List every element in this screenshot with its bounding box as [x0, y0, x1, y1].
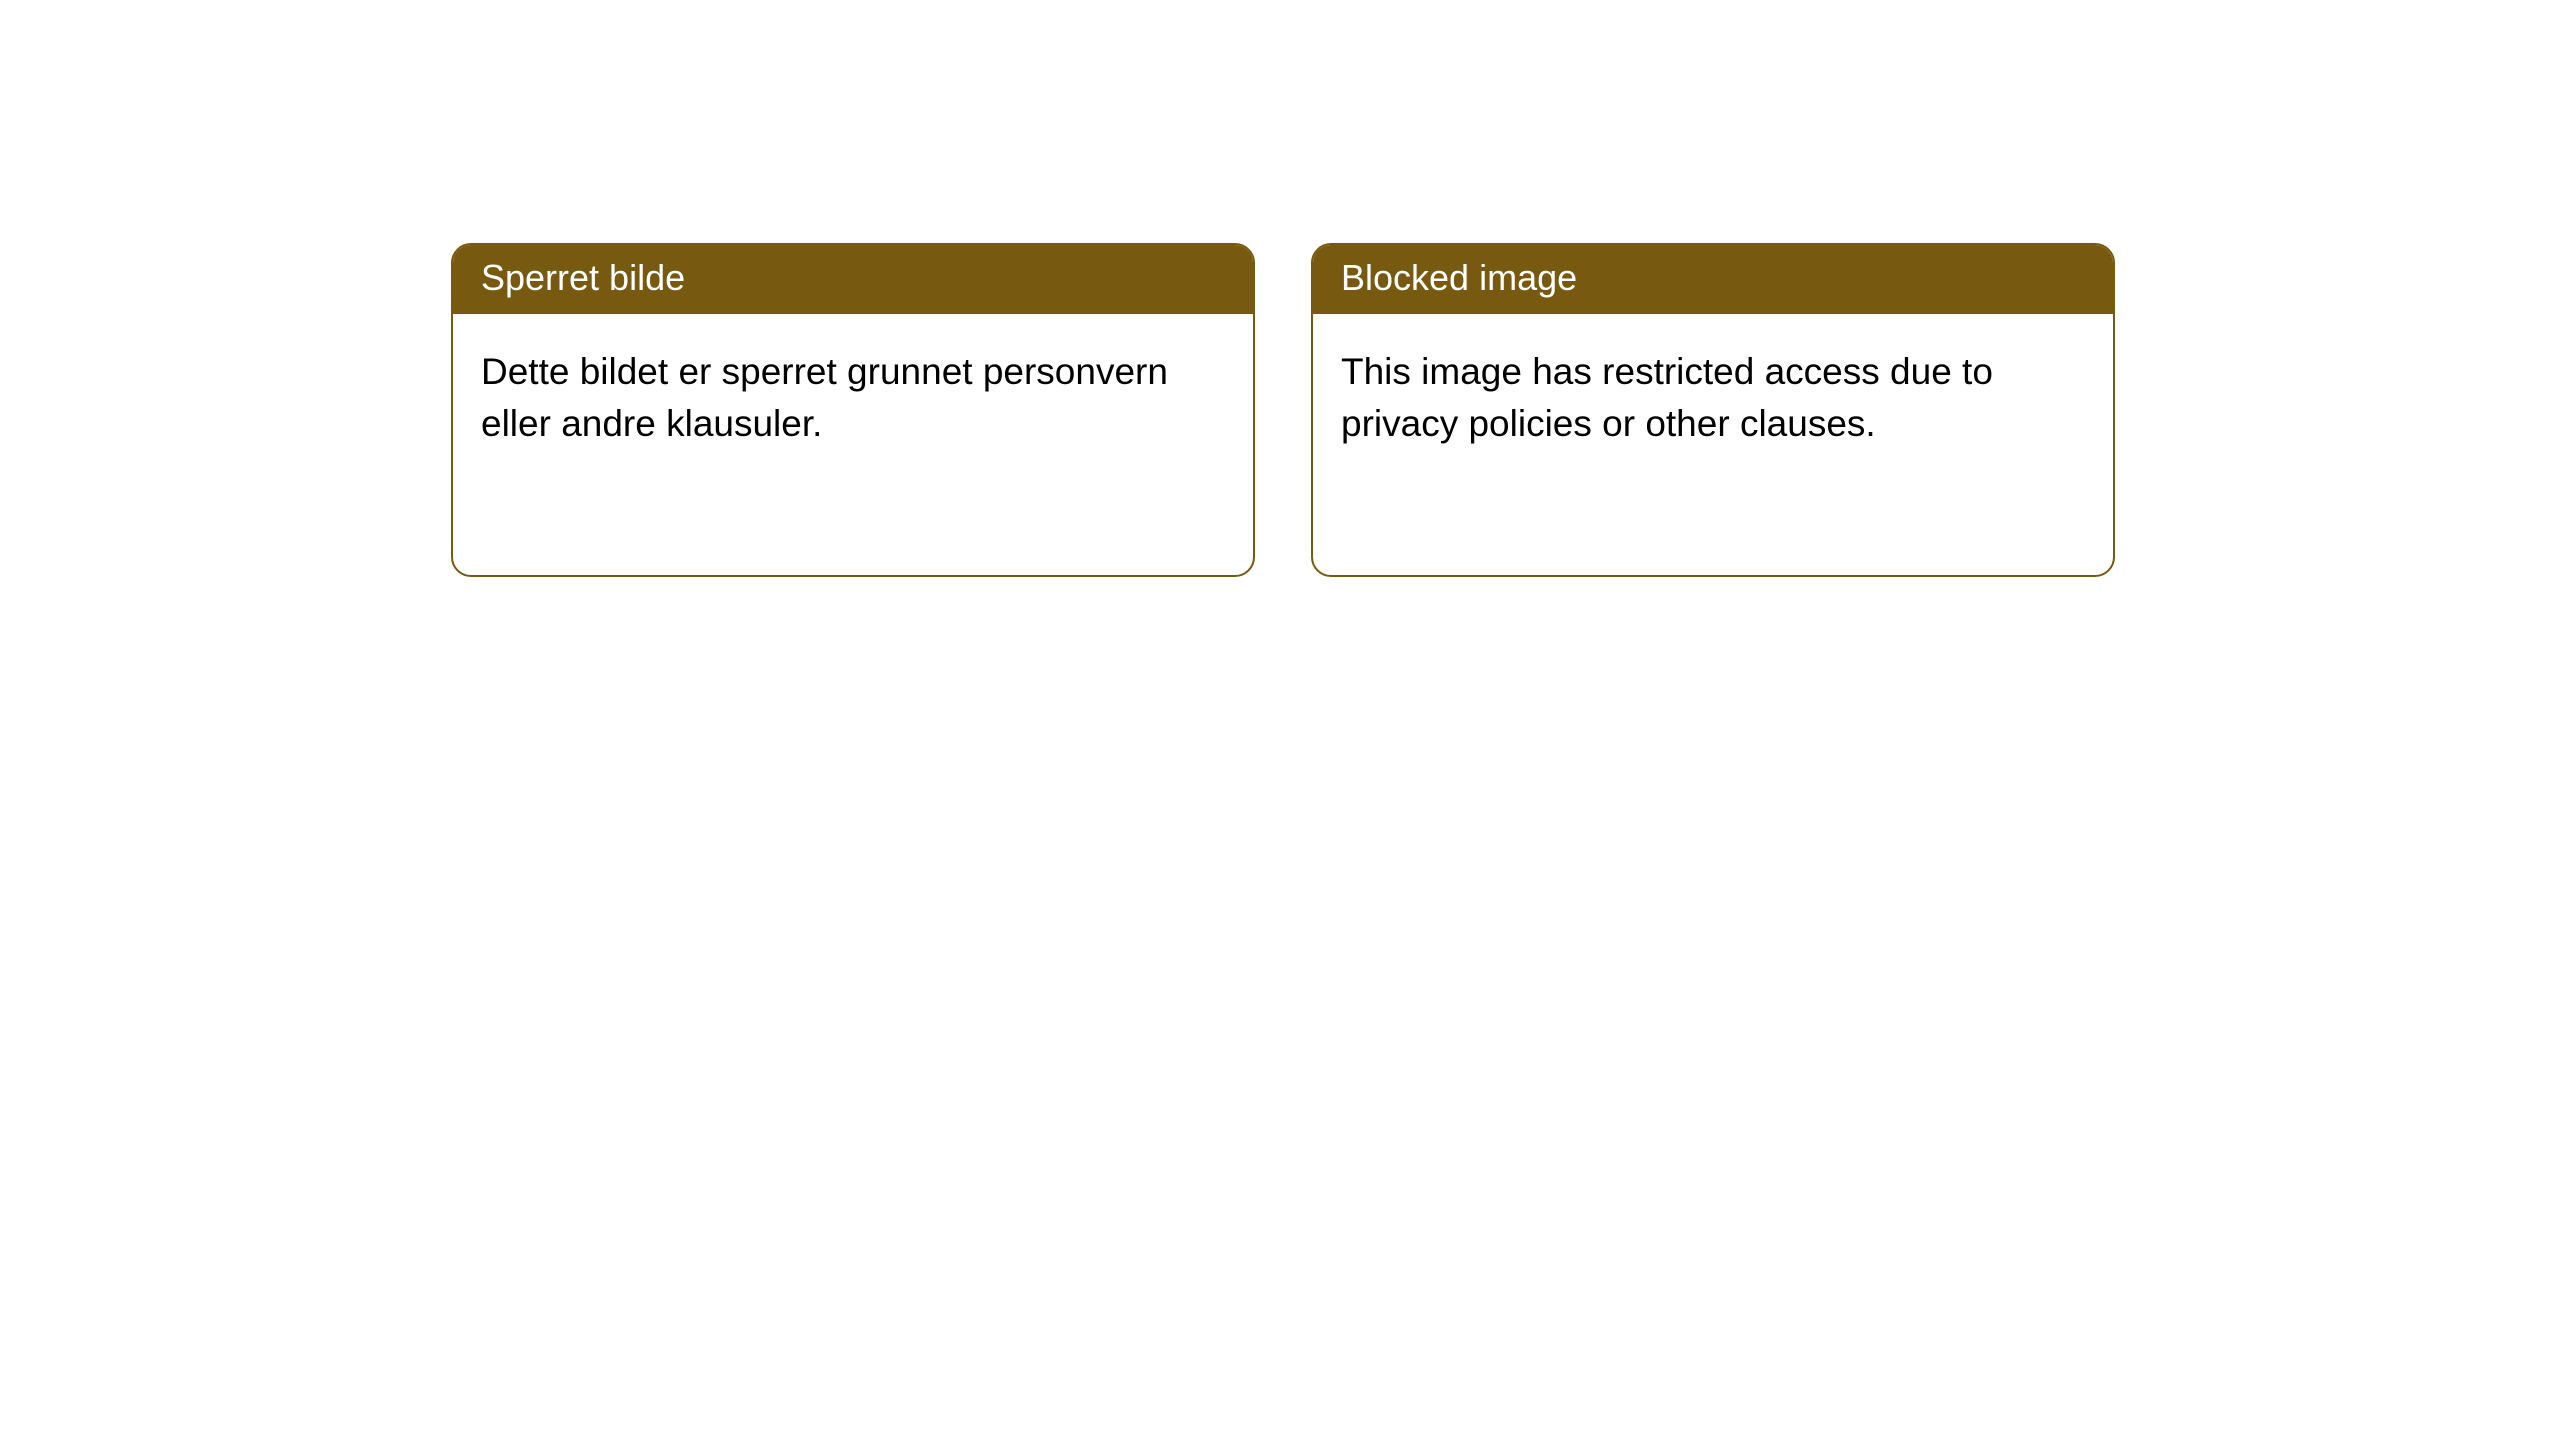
notice-container: Sperret bilde Dette bildet er sperret gr… — [0, 0, 2560, 577]
card-header: Blocked image — [1313, 245, 2113, 314]
blocked-image-card-en: Blocked image This image has restricted … — [1311, 243, 2115, 577]
card-header: Sperret bilde — [453, 245, 1253, 314]
card-body: Dette bildet er sperret grunnet personve… — [453, 314, 1253, 482]
blocked-image-card-no: Sperret bilde Dette bildet er sperret gr… — [451, 243, 1255, 577]
card-body: This image has restricted access due to … — [1313, 314, 2113, 482]
